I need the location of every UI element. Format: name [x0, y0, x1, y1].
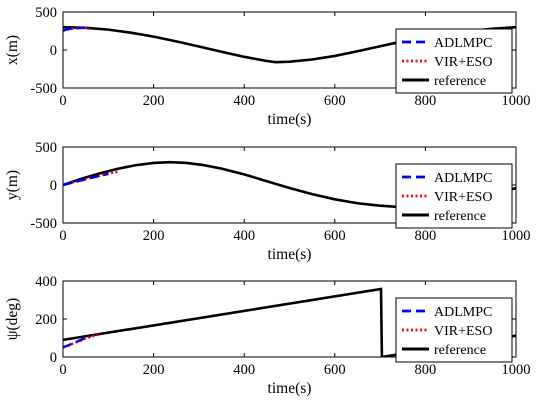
legend-label: reference [434, 343, 486, 358]
y-axis-label: ψ(deg) [4, 298, 21, 340]
x-tick-label: 400 [233, 362, 255, 378]
legend-label: ADLMPC [434, 305, 492, 320]
x-axis-label: time(s) [268, 111, 312, 128]
series-line-adlmpc [63, 172, 109, 187]
legend: ADLMPC VIR+ESO reference [395, 297, 513, 363]
legend-label: reference [434, 74, 486, 89]
x-tick-label: 0 [59, 228, 66, 244]
y-tick-label: 0 [50, 350, 57, 366]
x-tick-label: 400 [233, 93, 255, 109]
x-tick-label: 0 [59, 362, 66, 378]
x-tick-label: 800 [415, 93, 437, 109]
legend-label: VIR+ESO [434, 324, 492, 339]
y-tick-labels: -500 0 500 [30, 5, 57, 97]
x-tick-label: 1000 [502, 228, 531, 244]
series-line-adlmpc [63, 26, 86, 32]
legend-label: VIR+ESO [434, 55, 492, 70]
y-tick-labels: 0 200 400 [35, 274, 57, 366]
legend-box [395, 28, 513, 94]
tick-marks [62, 280, 517, 358]
y-tick-labels: -500 0 500 [30, 140, 57, 232]
x-tick-label: 600 [324, 362, 346, 378]
x-tick-label: 400 [233, 228, 255, 244]
legend-label: ADLMPC [434, 36, 492, 51]
x-tick-label: 600 [324, 93, 346, 109]
legend: ADLMPC VIR+ESO reference [395, 28, 513, 94]
x-tick-label: 200 [143, 228, 165, 244]
subplot-y: 0 200 400 600 800 1000 -500 0 500 time(s… [4, 140, 531, 263]
x-tick-labels: 0 200 400 600 800 1000 [59, 362, 530, 378]
x-tick-label: 800 [415, 228, 437, 244]
series-line-adlmpc [63, 335, 91, 349]
y-axis-label: y(m) [4, 170, 21, 200]
x-tick-label: 1000 [502, 93, 531, 109]
y-tick-label: -500 [30, 81, 57, 97]
y-tick-label: 400 [35, 274, 57, 290]
legend-box [395, 163, 513, 229]
legend-label: ADLMPC [434, 171, 492, 186]
y-axis-label: x(m) [4, 35, 21, 65]
y-tick-label: 200 [35, 312, 57, 328]
legend-box [395, 297, 513, 363]
subplot-x: 0 200 400 600 800 1000 -500 0 500 time(s… [4, 5, 531, 128]
y-tick-label: 0 [50, 178, 57, 194]
x-axis-label: time(s) [268, 246, 312, 263]
subplot-psi: 0 200 400 600 800 1000 0 200 400 time(s)… [4, 274, 531, 397]
legend-label: VIR+ESO [434, 190, 492, 205]
x-tick-label: 800 [415, 362, 437, 378]
x-tick-labels: 0 200 400 600 800 1000 [59, 93, 530, 109]
x-axis-label: time(s) [268, 380, 312, 397]
x-tick-label: 200 [143, 93, 165, 109]
y-tick-label: -500 [30, 216, 57, 232]
x-tick-label: 1000 [502, 362, 531, 378]
legend-label: reference [434, 209, 486, 224]
y-tick-label: 500 [35, 5, 57, 21]
y-tick-label: 0 [50, 43, 57, 59]
legend: ADLMPC VIR+ESO reference [395, 163, 513, 229]
y-tick-label: 500 [35, 140, 57, 156]
x-tick-label: 600 [324, 228, 346, 244]
x-tick-label: 200 [143, 362, 165, 378]
x-tick-labels: 0 200 400 600 800 1000 [59, 228, 530, 244]
x-tick-label: 0 [59, 93, 66, 109]
